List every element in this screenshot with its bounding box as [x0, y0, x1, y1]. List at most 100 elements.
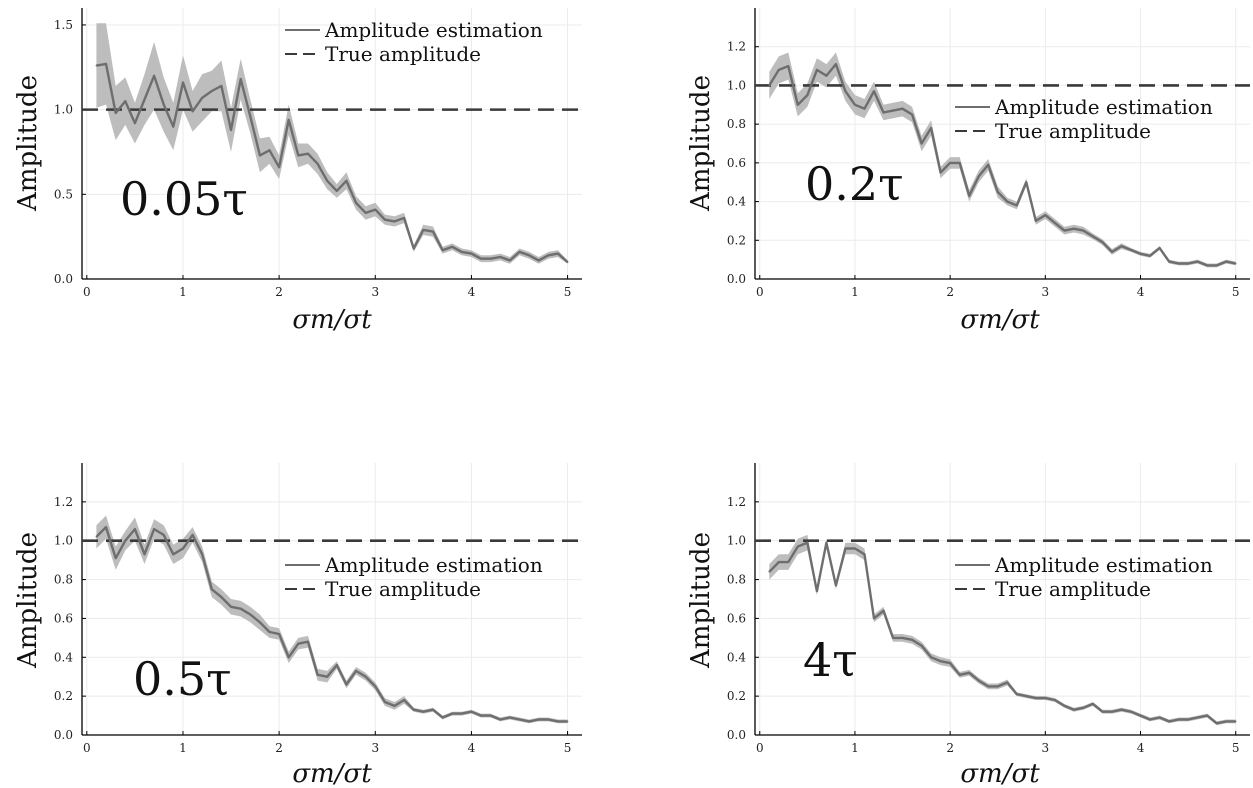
data-point: [355, 201, 357, 204]
y-tick-label: 0.2: [727, 233, 746, 247]
data-point: [901, 107, 904, 110]
data-point: [939, 660, 942, 662]
chart-panel-2: 0 1 2 3 4 5 0.0 0.2 0.4 0.6 0.8 1.0 1.2 Amplitude est…: [686, 8, 1250, 335]
amplitude-estimation-line: [768, 62, 1236, 267]
data-point: [797, 103, 799, 106]
y-tick-label: 1.0: [727, 78, 746, 92]
data-point: [114, 112, 117, 114]
data-point: [489, 714, 492, 717]
y-tick-label: 0.4: [54, 650, 73, 664]
data-point: [124, 100, 127, 102]
data-point: [259, 154, 261, 157]
data-point: [1025, 695, 1028, 697]
y-axis-label: Amplitude: [13, 532, 43, 669]
data-point: [220, 596, 223, 598]
data-point: [364, 212, 367, 214]
data-point: [316, 673, 319, 676]
y-tick-label: 0.5: [54, 187, 73, 201]
data-point: [1073, 708, 1075, 711]
data-point: [105, 526, 107, 528]
x-tick-label: 1: [179, 285, 187, 299]
data-point: [374, 208, 377, 211]
data-point: [528, 254, 530, 257]
data-point: [220, 85, 223, 87]
data-point: [422, 710, 425, 713]
data-point: [499, 256, 502, 258]
data-point: [143, 553, 146, 556]
data-point: [287, 118, 290, 121]
y-tick-label: 1.2: [727, 40, 746, 54]
data-point: [930, 656, 932, 659]
data-point: [172, 125, 175, 128]
data-point: [873, 90, 875, 93]
data-point: [1082, 707, 1085, 709]
data-point: [451, 712, 453, 715]
x-tick-label: 5: [564, 285, 572, 299]
data-point: [968, 194, 970, 197]
data-point: [566, 261, 569, 263]
data-point: [1111, 251, 1113, 253]
data-point: [968, 672, 970, 674]
data-point: [557, 720, 559, 723]
data-point: [1054, 222, 1056, 224]
data-point: [441, 716, 444, 719]
data-point: [1054, 699, 1056, 701]
data-point: [1015, 204, 1018, 207]
data-point: [882, 111, 885, 114]
data-point: [182, 547, 184, 550]
data-point: [345, 683, 348, 686]
y-tick-label: 1.2: [727, 495, 746, 509]
data-point: [1196, 716, 1199, 719]
data-point: [259, 621, 261, 624]
data-point: [1120, 245, 1123, 247]
data-point: [461, 712, 463, 715]
data-point: [1149, 254, 1151, 257]
x-axis-label: σm/σt: [292, 305, 372, 335]
data-point: [393, 220, 396, 223]
data-point: [882, 609, 885, 612]
data-point: [499, 718, 502, 721]
data-point: [854, 103, 856, 106]
data-point: [297, 642, 300, 645]
data-point: [191, 110, 194, 113]
x-tick-label: 2: [275, 285, 283, 299]
y-axis-label: Amplitude: [686, 532, 716, 669]
data-point: [1139, 714, 1142, 717]
data-point: [844, 547, 847, 550]
x-tick-label: 4: [1137, 741, 1145, 755]
data-point: [768, 571, 771, 573]
chart-panel-4: 0 1 2 3 4 5 0.0 0.2 0.4 0.6 0.8 1.0 1.2 Amplitude est…: [686, 463, 1250, 788]
data-point: [920, 142, 923, 145]
legend-true-label: True amplitude: [325, 42, 481, 66]
legend-true-label: True amplitude: [995, 119, 1151, 143]
data-point: [1225, 720, 1228, 723]
data-point: [297, 154, 300, 157]
data-point: [1120, 708, 1123, 711]
data-point: [470, 252, 473, 255]
data-point: [1092, 703, 1094, 705]
data-point: [211, 588, 213, 591]
data-point: [239, 78, 242, 80]
y-tick-label: 0.4: [727, 650, 746, 664]
data-point: [1168, 260, 1170, 263]
x-tick-label: 1: [851, 285, 859, 299]
data-point: [854, 547, 856, 550]
data-point: [977, 679, 980, 682]
data-point: [1234, 262, 1237, 265]
data-point: [1206, 714, 1208, 717]
data-point: [787, 561, 790, 563]
data-point: [1035, 220, 1037, 222]
legend-true-label: True amplitude: [325, 577, 481, 601]
data-point: [1130, 710, 1132, 713]
data-point: [806, 94, 809, 96]
data-point: [412, 247, 415, 250]
data-point: [825, 74, 828, 77]
x-axis-label: σm/σt: [292, 759, 372, 788]
x-tick-label: 4: [468, 741, 476, 755]
y-tick-label: 0.2: [727, 689, 746, 703]
data-point: [1177, 262, 1180, 265]
data-point: [211, 90, 213, 92]
data-point: [996, 685, 999, 688]
data-point: [911, 639, 913, 641]
